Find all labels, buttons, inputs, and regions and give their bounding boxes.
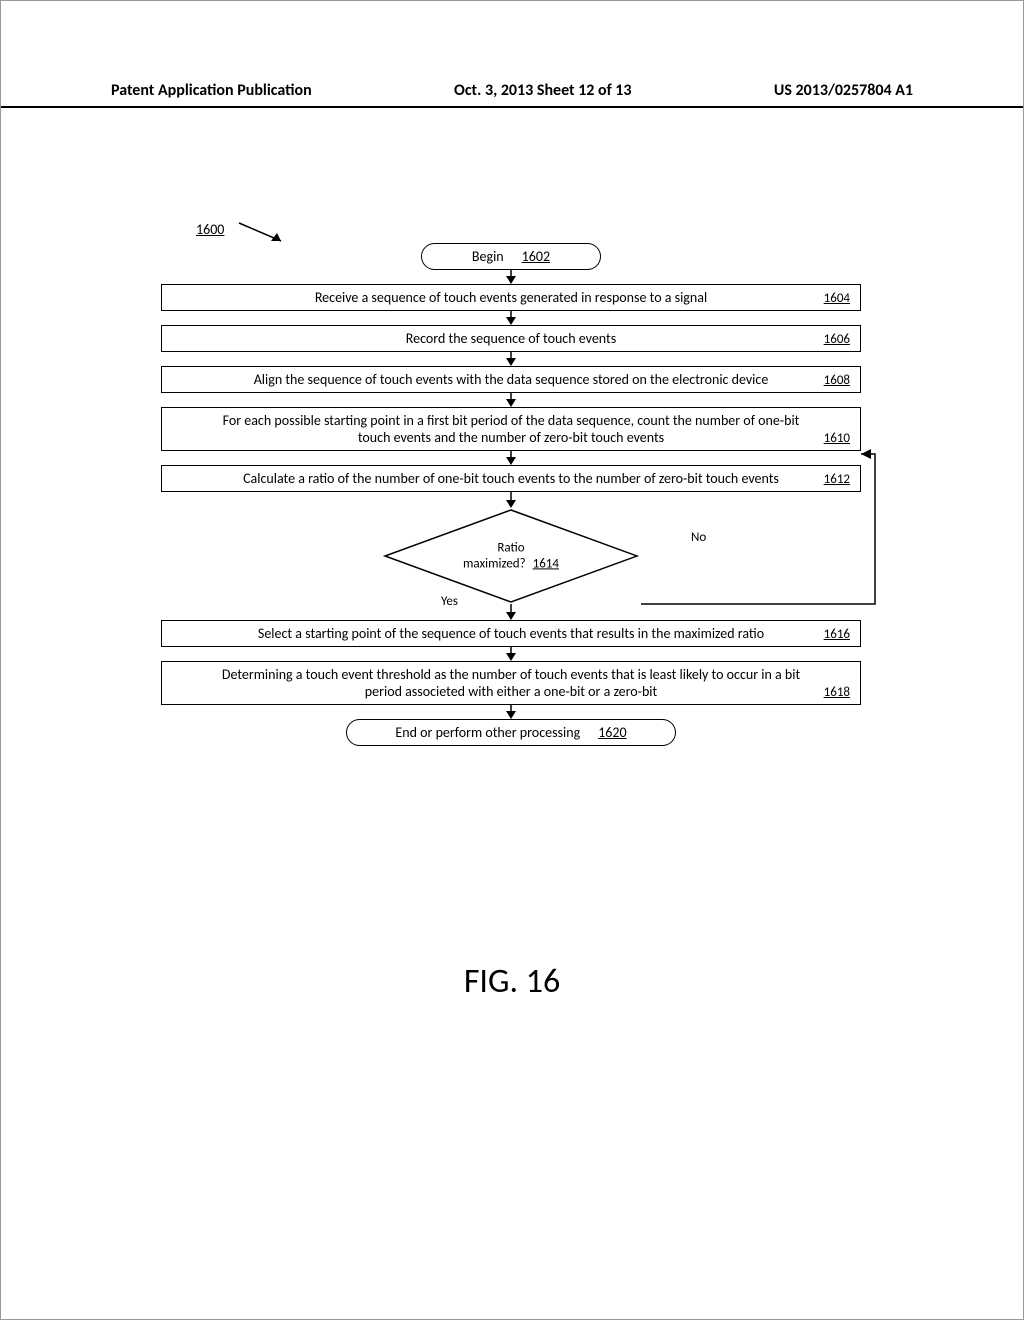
- step-1608: Align the sequence of touch events with …: [161, 366, 861, 393]
- flowchart: 1600 Begin 1602 Receive a sequence of to…: [161, 221, 861, 746]
- step-1606-ref: 1606: [824, 332, 850, 347]
- step-1606-text: Record the sequence of touch events: [170, 330, 852, 347]
- arrow-down-icon: [161, 393, 861, 407]
- decision-line1: Ratio: [497, 540, 524, 555]
- arrow-down-icon: [161, 352, 861, 366]
- arrow-down-icon: [161, 492, 861, 508]
- decision-ref: 1614: [533, 556, 559, 571]
- step-1610-ref: 1610: [824, 431, 850, 446]
- arrow-down-icon: [161, 604, 861, 620]
- step-1608-ref: 1608: [824, 373, 850, 388]
- step-1616: Select a starting point of the sequence …: [161, 620, 861, 647]
- decision-text: Ratio maximized? 1614: [451, 540, 571, 571]
- step-1612-text: Calculate a ratio of the number of one-b…: [170, 470, 852, 487]
- step-1618-ref: 1618: [824, 685, 850, 700]
- step-1606: Record the sequence of touch events 1606: [161, 325, 861, 352]
- step-1612: Calculate a ratio of the number of one-b…: [161, 465, 861, 492]
- decision-yes-label: Yes: [441, 594, 458, 609]
- end-ref: 1620: [598, 724, 626, 741]
- flow-reference-label: 1600: [196, 221, 224, 238]
- step-1612-ref: 1612: [824, 472, 850, 487]
- step-1604: Receive a sequence of touch events gener…: [161, 284, 861, 311]
- decision-line2: maximized?: [463, 556, 526, 571]
- step-1616-ref: 1616: [824, 627, 850, 642]
- header-left: Patent Application Publication: [111, 81, 312, 100]
- step-1618: Determining a touch event threshold as t…: [161, 661, 861, 705]
- arrow-down-icon: [161, 647, 861, 661]
- begin-text: Begin: [472, 248, 504, 265]
- step-1608-text: Align the sequence of touch events with …: [170, 371, 852, 388]
- decision-no-label: No: [691, 530, 706, 545]
- step-1604-ref: 1604: [824, 291, 850, 306]
- arrow-down-icon: [161, 705, 861, 719]
- step-1618-text: Determining a touch event threshold as t…: [170, 666, 852, 700]
- terminal-begin: Begin 1602: [421, 243, 601, 270]
- step-1616-text: Select a starting point of the sequence …: [170, 625, 852, 642]
- begin-ref: 1602: [522, 248, 550, 265]
- page-header: Patent Application Publication Oct. 3, 2…: [1, 81, 1023, 108]
- arrow-down-icon: [161, 311, 861, 325]
- decision-1614: Ratio maximized? 1614 No Yes: [161, 508, 861, 604]
- step-1610-text: For each possible starting point in a fi…: [170, 412, 852, 446]
- header-center: Oct. 3, 2013 Sheet 12 of 13: [454, 81, 632, 100]
- figure-caption: FIG. 16: [464, 961, 560, 1002]
- flow-label-arrow-icon: [235, 217, 295, 247]
- header-right: US 2013/0257804 A1: [774, 81, 913, 100]
- arrow-down-icon: [161, 270, 861, 284]
- step-1610: For each possible starting point in a fi…: [161, 407, 861, 451]
- end-text: End or perform other processing: [395, 724, 580, 741]
- terminal-end: End or perform other processing 1620: [346, 719, 676, 746]
- page: Patent Application Publication Oct. 3, 2…: [0, 0, 1024, 1320]
- step-1604-text: Receive a sequence of touch events gener…: [170, 289, 852, 306]
- arrow-down-icon: [161, 451, 861, 465]
